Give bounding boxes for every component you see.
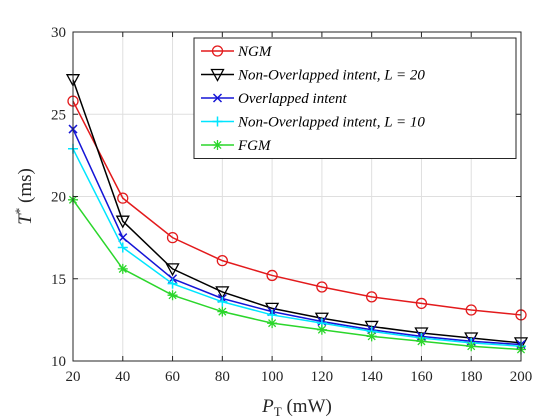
plus-marker [117, 242, 128, 253]
y-axis-label: T* (ms) [12, 168, 36, 225]
x-tick-label: 200 [510, 369, 533, 385]
legend-label: FGM [237, 138, 272, 154]
series-layer [65, 74, 529, 355]
plus-marker [212, 116, 223, 127]
y-tick-label: 20 [51, 190, 66, 206]
plus-marker [217, 296, 228, 307]
x-tick-label: 100 [261, 369, 284, 385]
x-tick-label: 160 [410, 369, 433, 385]
y-tick-label: 15 [51, 272, 66, 288]
triangle-marker [165, 263, 180, 277]
circle-marker [117, 192, 129, 204]
series-0 [67, 95, 527, 321]
legend-entry-1: Non-Overlapped intent, L = 20 [201, 68, 425, 84]
circle-marker [166, 231, 179, 244]
series-line [72, 148, 522, 347]
x-axis-label: PT (mW) [261, 396, 332, 419]
legend-label: Non-Overlapped intent, L = 20 [237, 68, 425, 84]
x-marker [118, 233, 128, 243]
y-tick-label: 25 [51, 107, 66, 123]
x-marker [212, 93, 223, 103]
circle-marker [216, 255, 228, 267]
asterisk-marker [316, 324, 327, 335]
legend-label: Overlapped intent [238, 91, 348, 107]
legend: NGM Non-Overlapped intent, L = 20 Overlapp… [193, 37, 517, 159]
legend-label: Non-Overlapped intent, L = 10 [237, 115, 425, 131]
circle-marker [465, 304, 477, 316]
x-tick-label: 120 [311, 369, 334, 385]
series-line [72, 79, 522, 344]
y-tick-label: 30 [51, 25, 66, 41]
circle-marker [211, 45, 224, 57]
plus-marker [167, 278, 178, 289]
circle-marker [316, 281, 328, 293]
legend-label: NGM [237, 44, 273, 60]
triangle-marker [215, 286, 230, 300]
asterisk-marker [167, 290, 178, 301]
circle-marker [266, 269, 278, 282]
asterisk-marker [267, 318, 278, 329]
y-tick-label: 10 [51, 354, 66, 370]
legend-entry-4: FGM [201, 138, 272, 154]
series-line [72, 128, 522, 346]
x-tick-label: 20 [66, 369, 81, 385]
x-tick-label: 80 [215, 369, 230, 385]
x-tick-label: 60 [165, 369, 180, 385]
asterisk-marker [212, 140, 223, 150]
circle-marker [415, 297, 428, 310]
legend-entry-0: NGM [201, 44, 273, 60]
x-tick-label: 180 [460, 369, 483, 385]
series-line [72, 100, 522, 316]
asterisk-marker [217, 306, 228, 317]
x-tick-label: 40 [115, 369, 130, 385]
asterisk-marker [416, 336, 427, 347]
series-line [72, 199, 522, 351]
triangle-marker [210, 68, 225, 82]
asterisk-marker [117, 263, 128, 274]
x-tick-label: 140 [360, 369, 383, 385]
legend-entry-3: Non-Overlapped intent, L = 10 [201, 115, 425, 131]
legend-box [193, 37, 517, 159]
circle-marker [366, 291, 378, 303]
asterisk-marker [366, 331, 377, 342]
axis-ticks: 20 40 60 80 100 120 140 160 180 200 10 15 20 25 30 [51, 25, 532, 385]
asterisk-marker [466, 341, 477, 352]
triangle-marker [115, 215, 130, 229]
legend-entry-2: Overlapped intent [201, 91, 348, 107]
